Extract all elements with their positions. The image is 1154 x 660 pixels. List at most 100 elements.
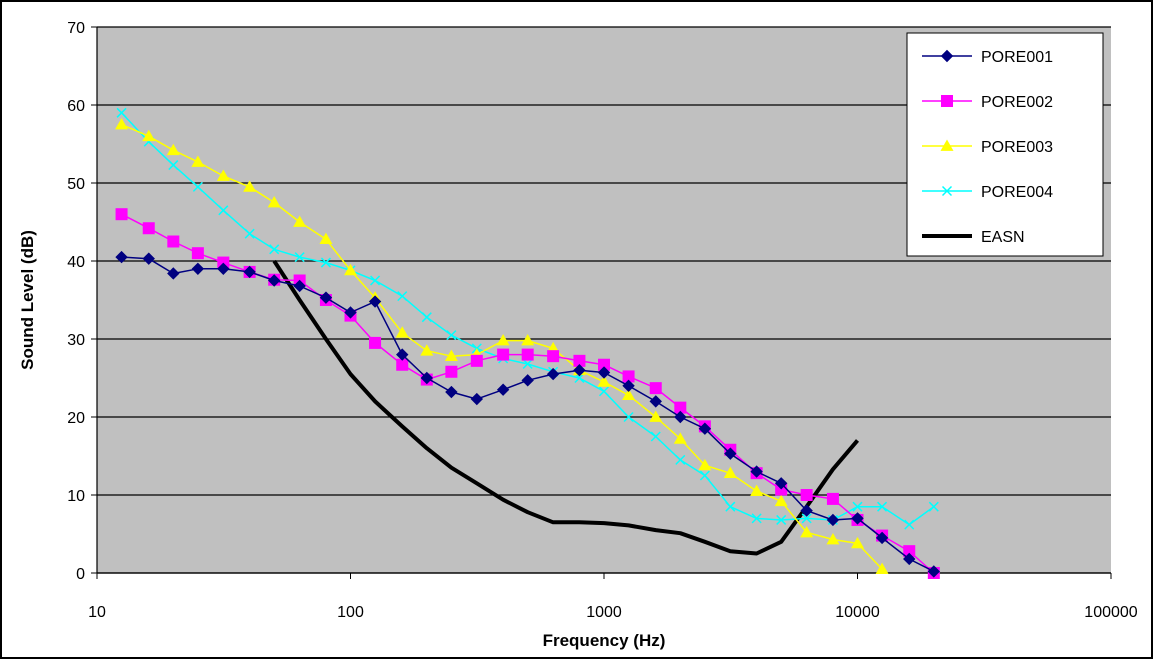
data-point xyxy=(877,501,888,512)
data-point xyxy=(267,196,281,208)
legend: PORE001 PORE002 PORE003 PORE004 EASN xyxy=(906,32,1104,257)
data-point xyxy=(522,358,533,369)
data-point xyxy=(293,215,307,227)
data-point xyxy=(903,552,916,566)
series-line xyxy=(272,259,860,556)
data-point xyxy=(470,354,483,367)
data-point xyxy=(168,160,179,171)
data-point xyxy=(166,143,180,156)
data-point xyxy=(192,181,203,192)
data-point xyxy=(218,205,229,216)
data-point xyxy=(395,326,409,338)
data-point xyxy=(142,222,155,235)
data-point xyxy=(698,422,712,435)
data-point xyxy=(191,247,204,260)
data-point xyxy=(420,371,434,385)
data-point xyxy=(622,388,636,401)
data-point xyxy=(826,513,840,527)
data-point xyxy=(396,358,409,371)
y-tick-label: 50 xyxy=(67,176,85,193)
y-tick-label: 30 xyxy=(67,332,85,349)
data-point xyxy=(142,129,156,142)
series-layer xyxy=(115,107,941,579)
data-point xyxy=(521,348,534,361)
data-point xyxy=(445,385,458,399)
data-point xyxy=(674,401,687,414)
data-point xyxy=(597,375,611,387)
x-tick-label: 10 xyxy=(88,604,106,621)
y-tick-label: 40 xyxy=(67,254,85,271)
data-point xyxy=(750,484,764,496)
data-point xyxy=(800,489,813,501)
y-axis-title: Sound Level (dB) xyxy=(18,230,37,370)
data-point xyxy=(217,256,230,269)
data-point xyxy=(320,257,331,268)
legend-item-pore003: PORE003 xyxy=(922,139,1053,156)
data-point xyxy=(319,232,333,245)
data-point xyxy=(244,228,255,239)
data-point xyxy=(650,431,661,442)
data-point xyxy=(927,565,941,578)
legend-item-easn: EASN xyxy=(922,229,1025,246)
data-point xyxy=(344,263,357,276)
data-point xyxy=(191,155,205,167)
data-point xyxy=(750,465,763,478)
data-point xyxy=(800,504,813,517)
legend-item-pore001: PORE001 xyxy=(922,49,1053,66)
data-point xyxy=(521,374,534,387)
legend-swatch-marker xyxy=(941,95,953,107)
x-axis-ticks: 10 100 1000 10000 100000 xyxy=(88,573,1138,621)
data-point xyxy=(751,513,762,524)
data-point xyxy=(420,344,434,356)
legend-item-pore004: PORE004 xyxy=(922,184,1053,201)
data-point xyxy=(294,252,305,263)
data-point xyxy=(673,432,687,444)
data-point xyxy=(852,501,863,512)
data-point xyxy=(217,262,230,276)
data-point xyxy=(851,512,864,525)
data-point xyxy=(723,466,737,479)
y-tick-label: 70 xyxy=(67,20,85,37)
legend-swatch-marker xyxy=(941,185,953,197)
data-point xyxy=(875,562,889,574)
data-point xyxy=(546,367,560,381)
data-point xyxy=(142,252,155,265)
x-tick-label: 100 xyxy=(337,604,364,621)
data-point xyxy=(397,291,408,302)
data-point xyxy=(293,279,306,293)
series-easn xyxy=(272,259,860,556)
data-point xyxy=(904,519,915,530)
data-point xyxy=(597,366,611,379)
data-point xyxy=(319,291,333,304)
data-point xyxy=(115,208,128,221)
data-point xyxy=(167,235,180,248)
data-point xyxy=(699,470,710,481)
x-tick-label: 100000 xyxy=(1084,604,1137,621)
data-point xyxy=(801,513,812,524)
data-point xyxy=(344,306,357,319)
data-point xyxy=(725,501,736,512)
legend-label: PORE001 xyxy=(981,49,1053,66)
data-point xyxy=(446,330,457,341)
data-point xyxy=(573,354,586,367)
x-axis-title: Frequency (Hz) xyxy=(543,631,666,650)
data-point xyxy=(826,492,839,505)
data-point xyxy=(267,274,281,287)
legend-swatch-marker xyxy=(940,139,954,151)
data-point xyxy=(649,382,662,395)
data-point xyxy=(573,363,586,377)
y-tick-label: 20 xyxy=(67,410,85,427)
legend-swatch-marker xyxy=(940,49,954,63)
data-point xyxy=(368,295,382,308)
legend-item-pore002: PORE002 xyxy=(922,94,1053,111)
data-point xyxy=(698,458,712,471)
data-point xyxy=(396,348,409,361)
data-point xyxy=(826,532,840,545)
data-point xyxy=(497,348,510,361)
data-point xyxy=(622,379,635,393)
data-point xyxy=(191,262,205,276)
legend-label: PORE004 xyxy=(981,184,1053,201)
data-point xyxy=(724,447,737,460)
data-point xyxy=(216,169,230,181)
